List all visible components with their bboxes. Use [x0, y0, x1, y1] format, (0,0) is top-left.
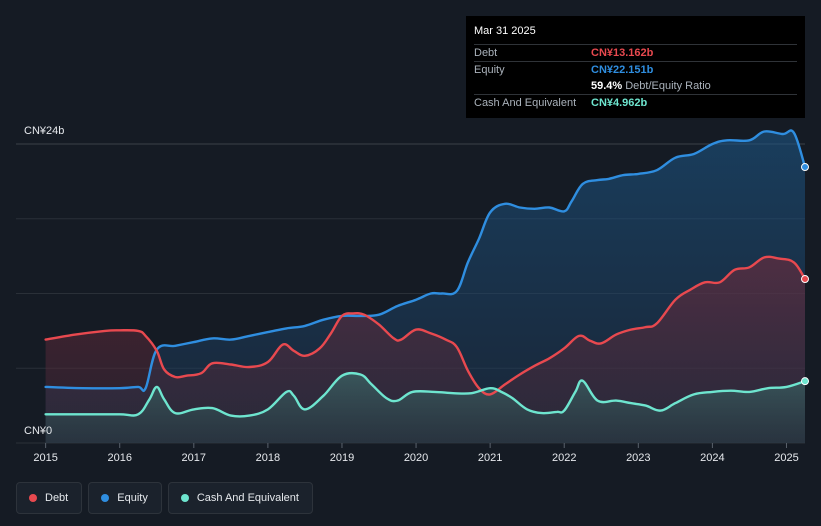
x-tick-label: 2017: [182, 452, 206, 464]
tooltip-value-debt: CN¥13.162b: [591, 47, 654, 59]
cash-dot-icon: [180, 494, 189, 502]
y-tick-label-top: CN¥24b: [24, 125, 65, 137]
legend: Debt Equity Cash And Equivalent: [16, 482, 313, 514]
legend-label: Cash And Equivalent: [196, 492, 299, 504]
tooltip-label: Equity: [474, 64, 505, 76]
debt-line: [44, 255, 807, 396]
tooltip-ratio-label: Debt/Equity Ratio: [625, 80, 711, 92]
tooltip-date: Mar 31 2025: [474, 25, 536, 37]
tooltip-value-ratio: 59.4%: [591, 80, 623, 92]
legend-label: Equity: [117, 492, 148, 504]
tooltip-row-ratio: 59.4% Debt/Equity Ratio: [474, 78, 797, 94]
equity-line: [44, 129, 807, 393]
x-tick-label: 2019: [330, 452, 354, 464]
x-tick-label: 2021: [478, 452, 502, 464]
x-tick-label: 2020: [404, 452, 428, 464]
equity-dot-icon: [101, 494, 110, 502]
tooltip-label: Cash And Equivalent: [474, 97, 577, 109]
debt-dot-icon: [29, 494, 37, 502]
x-tick-label: 2022: [552, 452, 576, 464]
legend-item-cash[interactable]: Cash And Equivalent: [167, 482, 313, 514]
tooltip: Mar 31 2025 Debt CN¥13.162b Equity CN¥22…: [466, 16, 805, 118]
y-tick-label-zero: CN¥0: [24, 425, 53, 437]
tooltip-row-equity: Equity CN¥22.151b: [474, 61, 797, 78]
x-tick-label: 2016: [107, 452, 131, 464]
x-tick-label: 2023: [626, 452, 650, 464]
tooltip-value-equity: CN¥22.151b: [591, 64, 654, 76]
x-tick-label: 2024: [700, 452, 724, 464]
tooltip-row-cash: Cash And Equivalent CN¥4.962b: [474, 94, 797, 111]
debt-area: [45, 256, 806, 443]
cash-area: [45, 373, 806, 443]
debt-endpoint-marker: [801, 275, 809, 284]
x-axis: 2015 2016 2017 2018 2019 2020 2021 2022 2023 2024…: [33, 443, 799, 464]
legend-label: Debt: [45, 492, 69, 504]
tooltip-row-debt: Debt CN¥13.162b: [474, 44, 797, 61]
tooltip-label: Debt: [474, 47, 498, 59]
equity-endpoint-marker: [801, 163, 809, 172]
legend-item-debt[interactable]: Debt: [16, 482, 83, 514]
tooltip-label: [474, 78, 591, 94]
cash-endpoint-marker: [801, 377, 809, 386]
cash-line: [44, 371, 807, 418]
x-tick-label: 2018: [256, 452, 280, 464]
tooltip-value-cash: CN¥4.962b: [591, 97, 648, 109]
x-tick-label: 2025: [774, 452, 798, 464]
series-lines: [44, 129, 807, 418]
x-tick-label: 2015: [33, 452, 57, 464]
legend-item-equity[interactable]: Equity: [88, 482, 162, 514]
series-endpoints: [801, 163, 809, 386]
